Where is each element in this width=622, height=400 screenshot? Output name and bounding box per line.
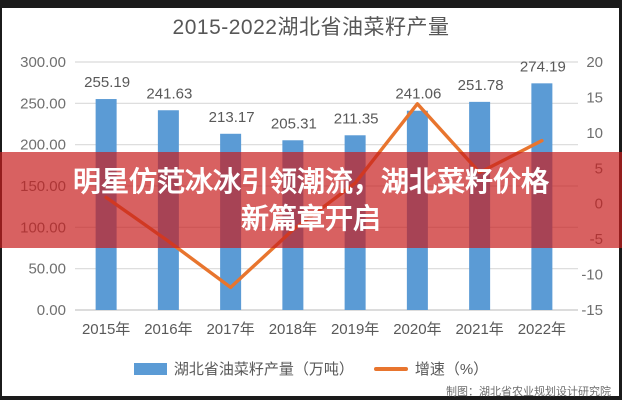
right-axis-tick-label: 10	[586, 125, 603, 142]
chart-title: 2015-2022湖北省油菜籽产量	[172, 16, 450, 39]
x-axis-label: 2020年	[393, 321, 441, 338]
x-axis-label: 2018年	[269, 321, 317, 338]
bar-value-label: 211.35	[334, 110, 379, 127]
left-axis-tick-label: 300.00	[20, 54, 66, 71]
bar-value-label: 241.06	[395, 86, 441, 103]
legend-line-swatch-icon	[373, 366, 408, 371]
bar-value-label: 255.19	[84, 74, 130, 91]
bar-value-label: 241.63	[146, 85, 192, 102]
x-axis-label: 2019年	[331, 321, 379, 338]
attribution-text: 制图：湖北省农业规划设计研究院	[446, 386, 611, 398]
x-axis-label: 2015年	[82, 321, 130, 338]
x-axis-label: 2022年	[518, 321, 566, 338]
bar-value-label: 251.78	[458, 77, 504, 94]
bar-value-label: 274.19	[520, 58, 566, 75]
left-axis-tick-label: 200.00	[20, 137, 66, 154]
bar-value-label: 213.17	[209, 109, 255, 126]
banner-line1: 明星仿范冰冰引领潮流，湖北菜籽价格	[72, 166, 549, 197]
right-axis-tick-label: 15	[586, 89, 603, 106]
x-axis-label: 2016年	[144, 321, 192, 338]
overlay-banner: 明星仿范冰冰引领潮流，湖北菜籽价格 新篇章开启	[0, 152, 622, 248]
banner-line2: 新篇章开启	[240, 203, 381, 234]
bar-value-label: 205.31	[271, 115, 317, 132]
x-axis-label: 2017年	[206, 321, 254, 338]
legend-bar-label: 湖北省油菜籽产量（万吨）	[173, 361, 354, 378]
right-axis-tick-label: 20	[586, 54, 603, 71]
legend-line-label: 增速（%）	[414, 361, 489, 378]
legend: 湖北省油菜籽产量（万吨） 增速（%）	[0, 358, 622, 379]
left-axis-tick-label: 50.00	[28, 261, 66, 278]
x-axis-label: 2021年	[455, 321, 503, 338]
left-axis-tick-label: 0.00	[37, 302, 66, 319]
right-axis-tick-label: -10	[581, 267, 603, 284]
left-axis-tick-label: 250.00	[20, 95, 66, 112]
legend-bar-swatch-icon	[133, 362, 167, 375]
right-axis-tick-label: -15	[581, 302, 603, 319]
